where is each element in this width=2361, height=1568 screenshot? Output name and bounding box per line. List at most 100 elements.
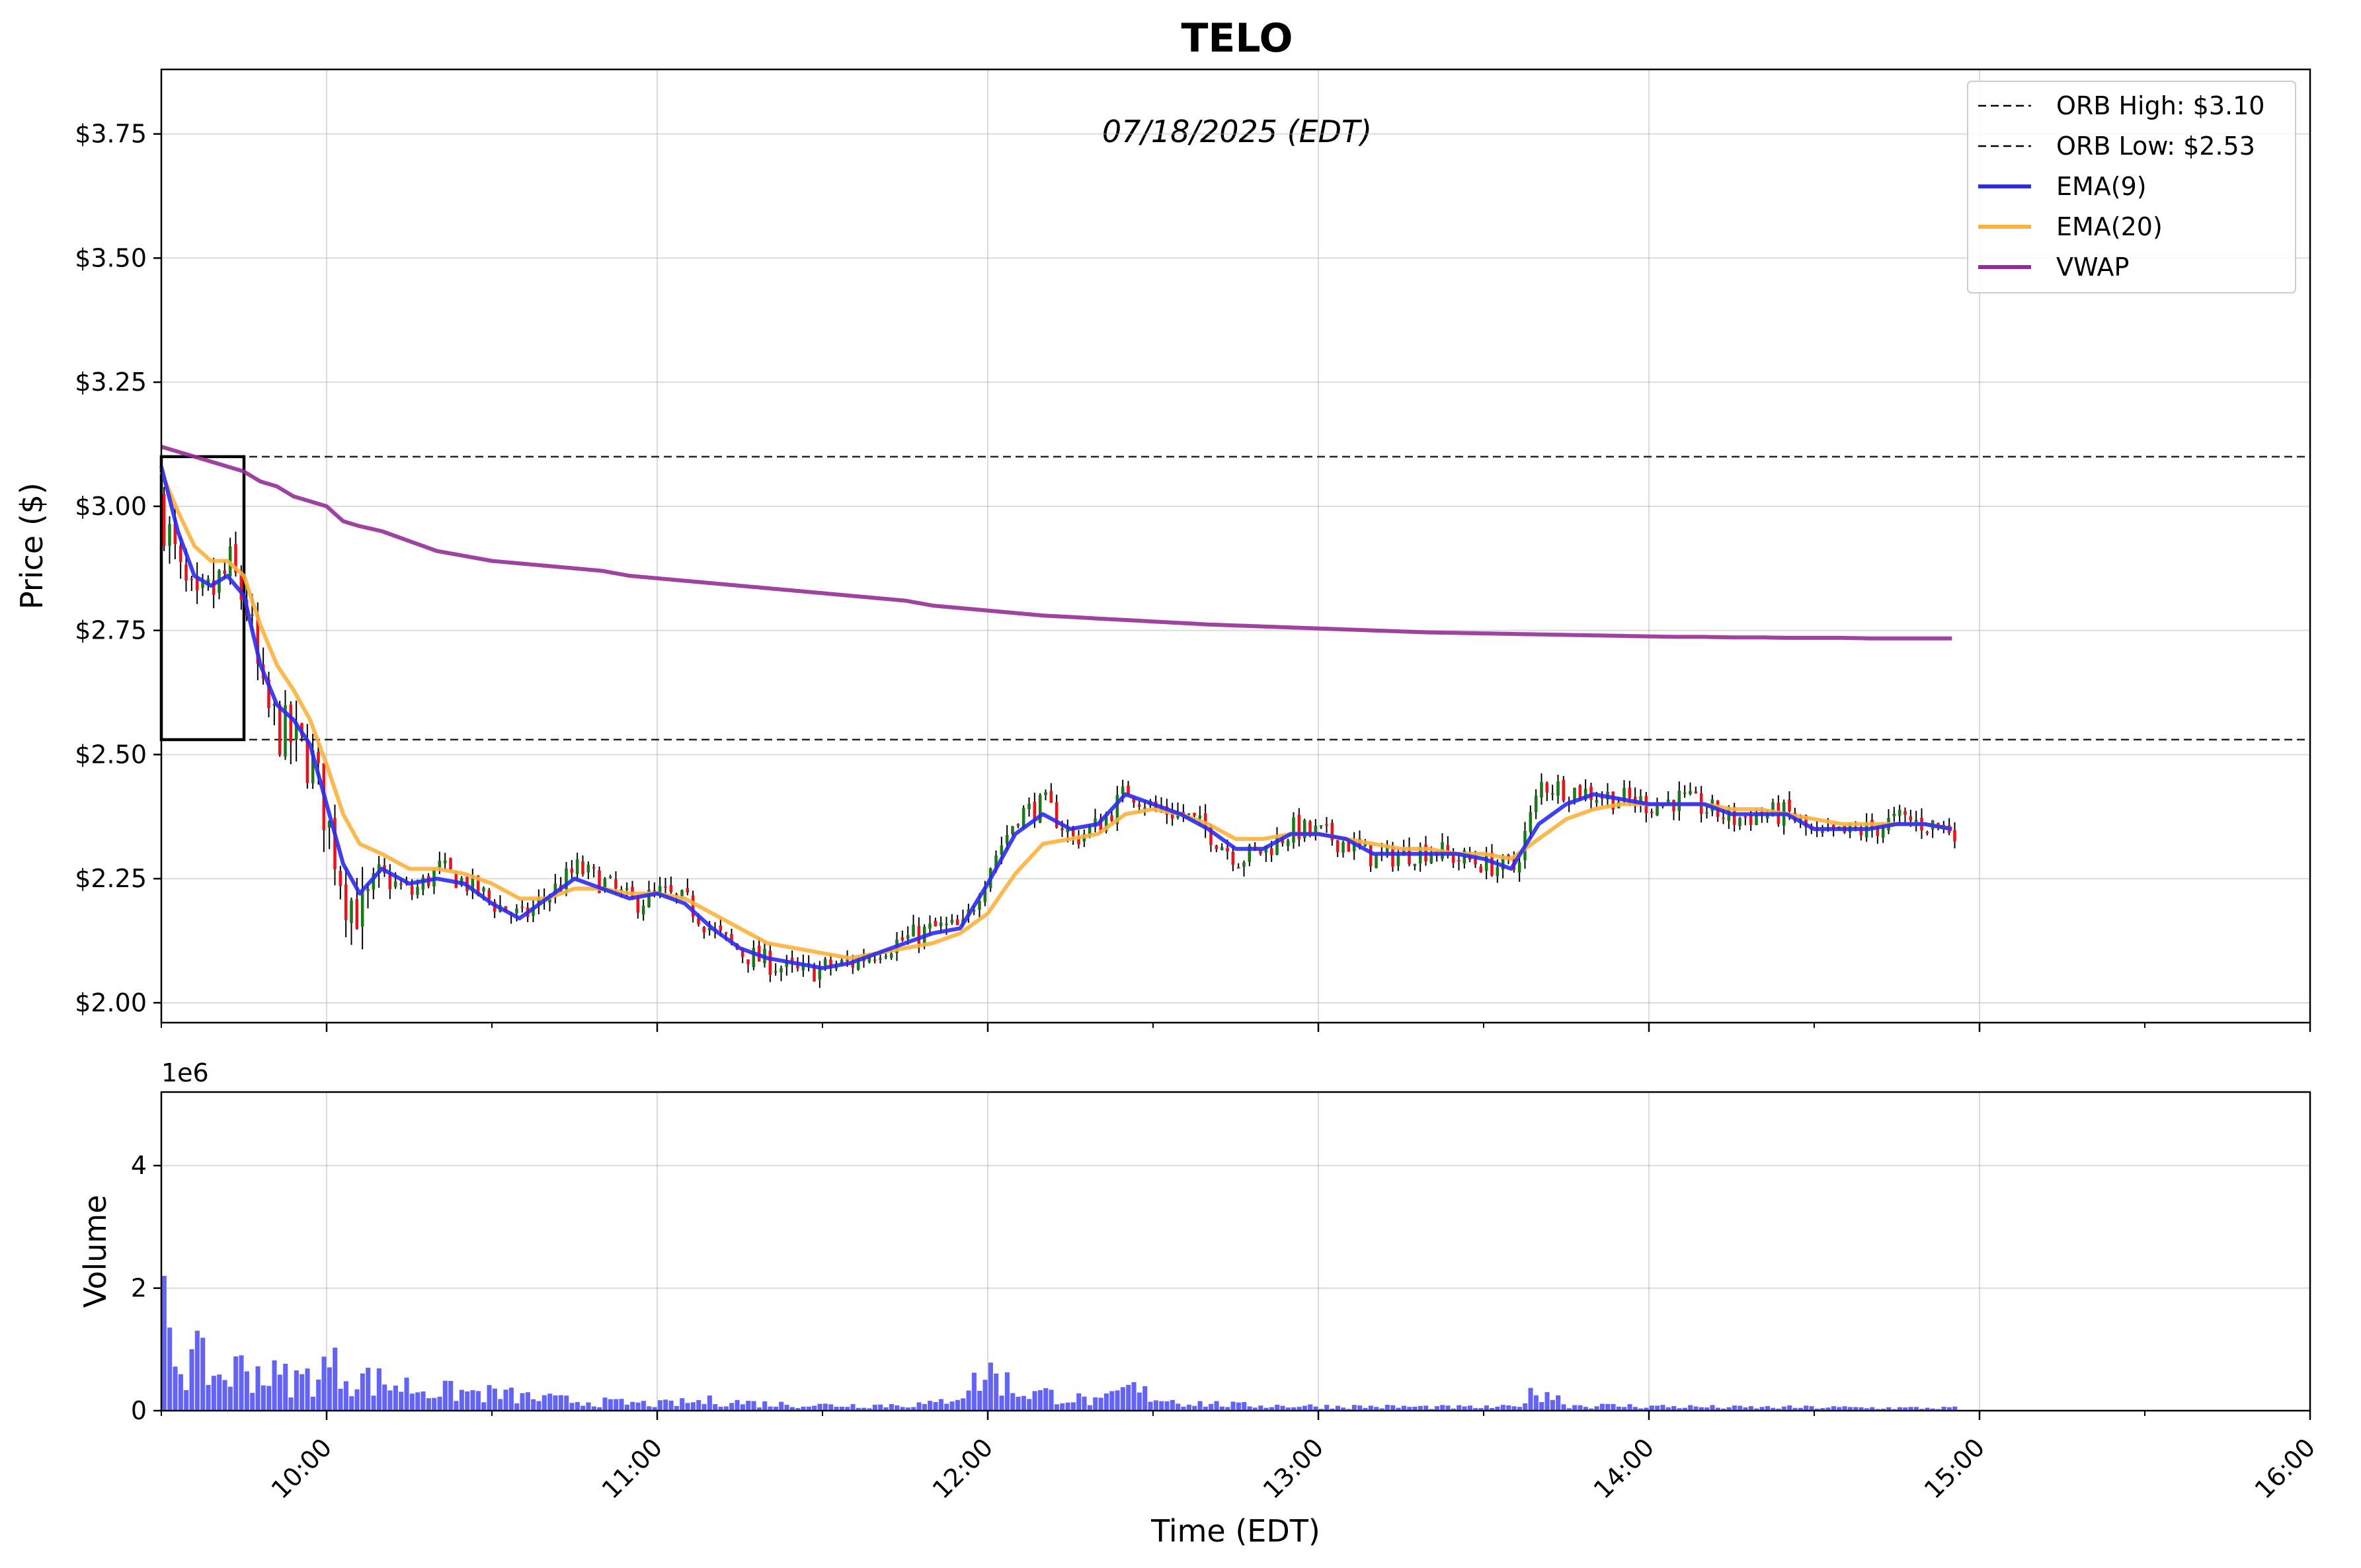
volume-bar [1346, 1409, 1351, 1411]
volume-bar [442, 1380, 448, 1411]
candle-down [267, 680, 270, 709]
volume-bar [1027, 1399, 1032, 1411]
candle-down [1474, 859, 1477, 865]
volume-bar [1814, 1408, 1820, 1411]
volume-bar [393, 1386, 398, 1411]
volume-bar [1357, 1405, 1363, 1411]
candle-down [1446, 845, 1450, 853]
price-y-tick-label: $3.00 [75, 492, 147, 521]
volume-bar [1269, 1407, 1274, 1411]
volume-bar [1665, 1407, 1671, 1411]
volume-bar [1622, 1407, 1627, 1411]
volume-bar [1440, 1405, 1445, 1411]
volume-bar [1004, 1372, 1010, 1411]
volume-bar [1065, 1402, 1070, 1411]
candle-down [614, 879, 618, 888]
volume-bar [1445, 1405, 1451, 1411]
volume-bar [1021, 1395, 1026, 1411]
volume-bar [272, 1360, 277, 1411]
candle-down [476, 875, 480, 894]
legend-label: EMA(20) [2056, 212, 2163, 241]
candle-down [955, 919, 959, 925]
candle-up [471, 875, 475, 892]
volume-bar [850, 1404, 856, 1411]
chart-title: TELO [1181, 15, 1293, 61]
candle-up [1248, 845, 1252, 863]
volume-bar [1710, 1405, 1715, 1411]
candle-down [1110, 815, 1113, 821]
volume-bar [1771, 1407, 1776, 1411]
candle-up [586, 865, 590, 873]
volume-bar [327, 1367, 332, 1411]
chart-subtitle: 07/18/2025 (EDT) [1102, 114, 1372, 149]
volume-bar [1517, 1407, 1522, 1411]
volume-bar [961, 1398, 966, 1411]
price-y-tick-label: $2.25 [75, 864, 147, 893]
volume-bar [696, 1400, 701, 1411]
candle-up [945, 923, 948, 925]
candle-down [1457, 860, 1461, 862]
candle-up [1529, 812, 1533, 832]
candle-up [994, 855, 998, 868]
volume-bar [1544, 1392, 1550, 1411]
volume-bar [1660, 1405, 1665, 1411]
candle-down [1903, 810, 1907, 815]
volume-bar [834, 1407, 839, 1411]
volume-bar [1379, 1408, 1384, 1411]
candle-down [1033, 801, 1037, 820]
candle-down [917, 925, 921, 945]
candle-down [278, 704, 282, 755]
candle-up [1187, 813, 1191, 815]
volume-bar [723, 1406, 729, 1411]
candle-up [801, 962, 805, 970]
volume-bar [713, 1404, 718, 1411]
candle-down [317, 752, 320, 764]
volume-bar [564, 1395, 569, 1411]
volume-bar [1473, 1408, 1478, 1411]
volume-bar [883, 1407, 889, 1411]
candle-down [1269, 848, 1273, 855]
volume-bar [916, 1402, 922, 1411]
volume-bar [1120, 1387, 1125, 1411]
candle-up [482, 888, 485, 892]
candle-down [1099, 818, 1103, 834]
candle-down [1055, 802, 1059, 828]
candle-down [1859, 829, 1863, 836]
volume-bar [922, 1403, 927, 1411]
volume-bar [1302, 1405, 1307, 1411]
candle-up [928, 923, 932, 929]
candle-up [1556, 781, 1560, 796]
candle-down [653, 890, 657, 892]
candle-down [399, 883, 403, 885]
candle-up [1765, 814, 1769, 819]
candle-up [1683, 792, 1687, 794]
candle-up [565, 868, 568, 890]
volume-bar [1754, 1408, 1759, 1411]
candle-up [1881, 828, 1885, 838]
candle-up [548, 897, 551, 903]
candle-up [1275, 836, 1279, 855]
volume-bar [1759, 1407, 1765, 1411]
volume-bar [222, 1380, 227, 1411]
candle-down [581, 861, 584, 875]
candle-up [608, 876, 612, 878]
volume-bar [955, 1399, 960, 1411]
volume-bar [1242, 1401, 1247, 1411]
candle-up [972, 910, 976, 912]
candle-down [1611, 791, 1615, 810]
candle-down [1479, 866, 1483, 873]
volume-bar [376, 1368, 381, 1411]
volume-bar [1704, 1407, 1710, 1411]
candle-up [1314, 826, 1318, 833]
candle-up [840, 960, 844, 964]
candle-down [719, 925, 723, 931]
volume-bar [1583, 1407, 1588, 1411]
candle-down [1336, 840, 1340, 852]
volume-bar [470, 1390, 475, 1411]
candle-up [823, 959, 827, 966]
price-y-tick-label: $3.50 [75, 243, 147, 272]
candle-up [327, 820, 331, 828]
volume-bar [1236, 1402, 1241, 1411]
volume-bar [288, 1397, 294, 1411]
